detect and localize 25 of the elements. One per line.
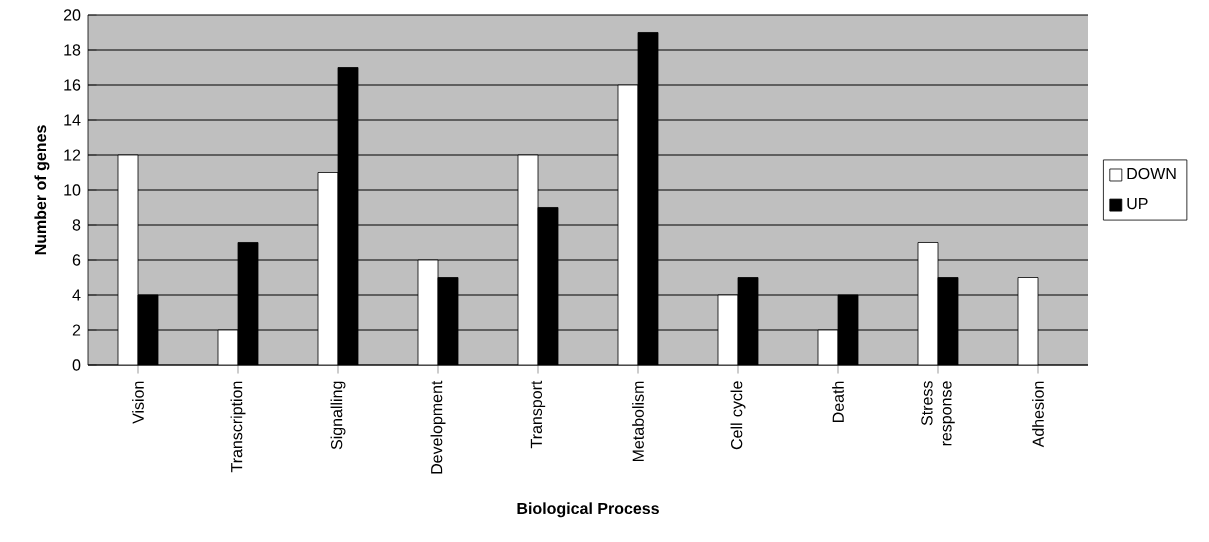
legend-label: DOWN — [1127, 167, 1176, 180]
y-tick-label: 0 — [72, 359, 81, 371]
y-tick-label: 18 — [64, 44, 81, 56]
y-tick-label: 8 — [72, 219, 81, 231]
y-tick-label: 16 — [64, 79, 81, 91]
x-tick-label: Adhesion — [1032, 381, 1044, 448]
y-tick-label: 20 — [63, 9, 81, 21]
y-axis-title: Number of genes — [34, 125, 50, 255]
x-tick-label: Vision — [132, 381, 144, 424]
y-tick-label: 2 — [72, 324, 81, 336]
y-tick-label: 6 — [72, 254, 81, 266]
y-tick-label: 4 — [72, 289, 81, 301]
x-tick-label: Cell cycle — [730, 381, 746, 450]
x-tick-label: Metabolism — [632, 381, 644, 462]
x-tick-label: Death — [832, 381, 844, 422]
x-tick-label: Signalling — [330, 381, 346, 450]
x-tick-label: Development — [430, 380, 446, 474]
x-tick-label: Stress response — [921, 381, 955, 446]
legend-label: UP — [1127, 198, 1148, 210]
y-tick-label: 14 — [64, 114, 81, 126]
y-tick-label: 12 — [64, 149, 81, 161]
x-tick-label: Transport — [530, 380, 546, 449]
x-axis-title: Biological Process — [517, 502, 659, 518]
x-tick-label: Transcription — [230, 381, 246, 473]
y-tick-label: 10 — [64, 184, 81, 196]
